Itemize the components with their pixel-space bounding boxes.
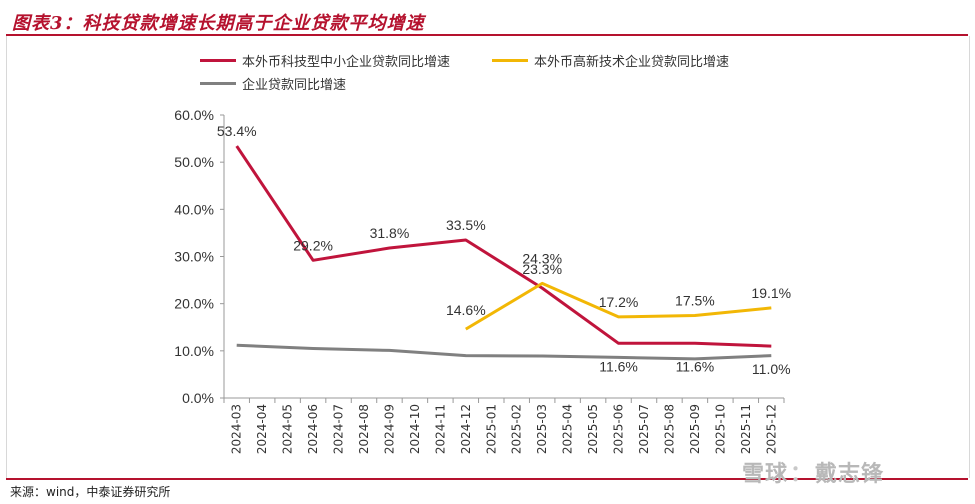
legend-label-gray: 企业贷款同比增速 xyxy=(242,77,347,93)
legend-item-gray: 企业贷款同比增速 xyxy=(200,74,347,93)
x-tick-label: 2025-01 xyxy=(484,404,498,454)
legend-swatch-yellow xyxy=(492,58,528,62)
legend-swatch-gray xyxy=(200,81,236,85)
x-tick-label: 2024-11 xyxy=(433,404,447,454)
x-tick-label: 2024-06 xyxy=(306,404,320,454)
x-tick-label: 2024-04 xyxy=(255,404,269,454)
data-label: 29.2% xyxy=(293,237,333,253)
x-tick-label: 2025-09 xyxy=(688,404,702,454)
y-tick-label: 0.0% xyxy=(182,390,214,406)
data-label: 11.6% xyxy=(599,358,638,374)
legend-swatch-red xyxy=(200,58,236,62)
watermark-author: 戴志锋 xyxy=(815,462,885,487)
data-label: 17.5% xyxy=(675,292,715,308)
x-tick-label: 2025-07 xyxy=(637,404,651,454)
data-label: 11.0% xyxy=(752,361,791,377)
data-label: 14.6% xyxy=(446,302,486,318)
source-note: 来源：wind，中泰证券研究所 xyxy=(10,485,171,499)
y-tick-label: 30.0% xyxy=(174,249,214,265)
x-tick-label: 2025-06 xyxy=(612,404,626,454)
x-tick-label: 2024-05 xyxy=(281,404,295,454)
y-tick-label: 40.0% xyxy=(174,201,214,217)
data-label: 53.4% xyxy=(217,123,257,139)
data-label: 23.3% xyxy=(522,261,562,277)
y-tick-label: 10.0% xyxy=(174,343,214,359)
x-tick-label: 2025-02 xyxy=(510,404,524,454)
watermark: 雪球：戴志锋 xyxy=(742,456,884,488)
x-tick-label: 2025-03 xyxy=(535,404,549,454)
legend-label-red: 本外币科技型中小企业贷款同比增速 xyxy=(242,54,451,70)
y-tick-label: 50.0% xyxy=(174,154,214,170)
x-tick-label: 2024-09 xyxy=(382,404,396,454)
chart-frame xyxy=(6,36,970,478)
data-label: 11.6% xyxy=(676,358,715,374)
x-tick-label: 2025-10 xyxy=(713,404,727,454)
legend-label-yellow: 本外币高新技术企业贷款同比增速 xyxy=(534,54,730,70)
series-line-0 xyxy=(235,145,772,348)
x-tick-label: 2025-12 xyxy=(764,404,778,454)
x-tick-label: 2025-05 xyxy=(586,404,600,454)
x-tick-label: 2024-08 xyxy=(357,404,371,454)
x-tick-label: 2025-04 xyxy=(561,404,575,454)
x-tick-label: 2024-10 xyxy=(408,404,422,454)
footer-divider xyxy=(6,478,968,480)
data-label: 19.1% xyxy=(751,285,791,301)
data-label: 33.5% xyxy=(446,217,486,233)
data-label: 31.8% xyxy=(370,225,410,241)
y-tick-label: 60.0% xyxy=(174,107,214,123)
data-label: 24.3% xyxy=(522,250,562,266)
y-tick-label: 20.0% xyxy=(174,296,214,312)
figure-title-bar: 图表3：科技贷款增速长期高于企业贷款平均增速 xyxy=(6,6,968,36)
watermark-separator: ： xyxy=(790,462,814,487)
watermark-site: 雪球 xyxy=(742,462,789,487)
figure-title: 图表3：科技贷款增速长期高于企业贷款平均增速 xyxy=(12,13,425,34)
data-label: 17.2% xyxy=(599,294,639,310)
legend-item-yellow: 本外币高新技术企业贷款同比增速 xyxy=(492,51,730,70)
series-line-2 xyxy=(236,343,772,361)
x-tick-label: 2025-11 xyxy=(739,404,753,454)
x-tick-label: 2024-07 xyxy=(332,404,346,454)
x-tick-label: 2025-08 xyxy=(662,404,676,454)
x-tick-label: 2024-12 xyxy=(459,404,473,454)
x-tick-label: 2024-03 xyxy=(230,404,244,454)
legend-item-red: 本外币科技型中小企业贷款同比增速 xyxy=(200,51,451,70)
